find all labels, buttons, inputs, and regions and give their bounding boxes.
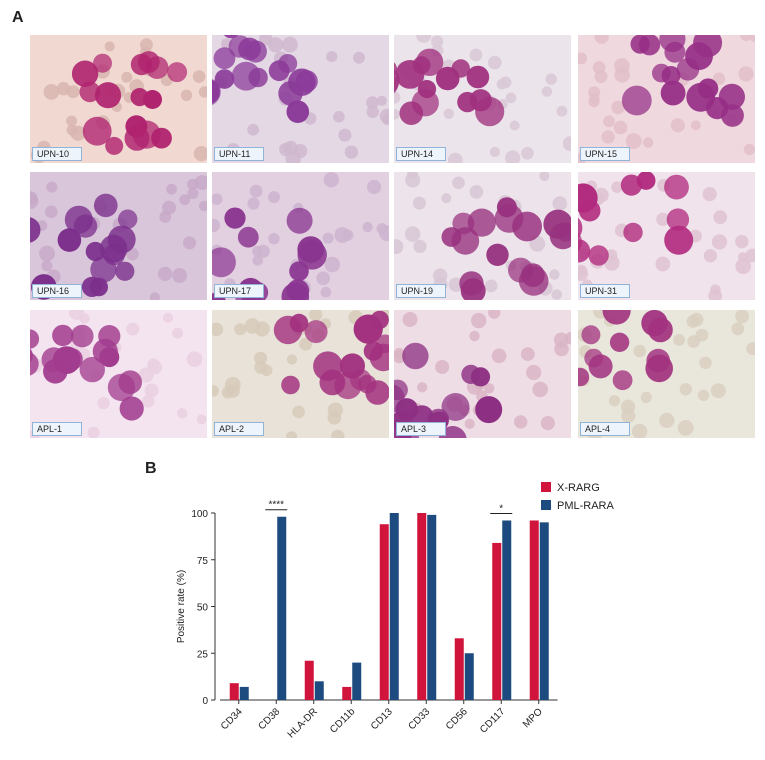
bar <box>314 681 324 700</box>
bar <box>342 686 352 700</box>
micrograph-image <box>30 172 207 300</box>
x-tick-label: CD33 <box>407 706 433 732</box>
micrograph-tile: APL-2 <box>212 310 389 438</box>
micrograph-label: UPN-14 <box>396 147 446 161</box>
micrograph-tile: UPN-16 <box>30 172 207 300</box>
micrograph-image <box>578 35 755 163</box>
y-tick-label: 100 <box>191 509 208 520</box>
x-tick-label: CD56 <box>444 706 470 732</box>
y-tick-label: 0 <box>202 696 208 707</box>
micrograph-label: APL-1 <box>32 422 82 436</box>
micrograph-tile: UPN-11 <box>212 35 389 163</box>
micrograph-tile: APL-3 <box>394 310 571 438</box>
bar <box>427 514 437 700</box>
micrograph-label: UPN-19 <box>396 284 446 298</box>
x-tick-label: MPO <box>521 706 545 730</box>
micrograph-tile: UPN-31 <box>578 172 755 300</box>
micrograph-tile: UPN-10 <box>30 35 207 163</box>
y-tick-label: 25 <box>197 649 209 660</box>
micrograph-tile: APL-1 <box>30 310 207 438</box>
bar-chart: 0 25 50 75 100 Positive rate (%) CD34 CD38 HLA-D… <box>176 482 615 740</box>
legend-swatch <box>541 482 551 492</box>
x-tick-label: CD38 <box>257 706 283 732</box>
micrograph-image <box>578 172 755 300</box>
micrograph-tile: UPN-15 <box>578 35 755 163</box>
micrograph-tile: UPN-14 <box>394 35 571 163</box>
x-tick-label: HLA-DR <box>286 706 320 740</box>
micrograph-label: UPN-16 <box>32 284 82 298</box>
micrograph-image <box>212 172 389 300</box>
micrograph-image <box>578 310 755 438</box>
x-tick-label: CD11b <box>328 706 358 736</box>
bar <box>417 513 427 700</box>
y-axis-label: Positive rate (%) <box>176 570 187 643</box>
y-tick-label: 50 <box>197 603 209 614</box>
micrograph-label: UPN-15 <box>580 147 630 161</box>
micrograph-image <box>394 310 571 438</box>
micrograph-label: APL-3 <box>396 422 446 436</box>
micrograph-image <box>30 35 207 163</box>
x-tick-label: CD34 <box>219 706 245 732</box>
micrograph-image <box>394 35 571 163</box>
bar <box>389 513 399 700</box>
micrograph-image <box>212 35 389 163</box>
micrograph-tile: APL-4 <box>578 310 755 438</box>
panel-label-a: A <box>12 9 24 26</box>
x-tick-label: CD13 <box>369 706 395 732</box>
micrograph-label: UPN-11 <box>214 147 264 161</box>
micrograph-label: UPN-31 <box>580 284 630 298</box>
micrograph-image <box>394 172 571 300</box>
bar <box>464 653 474 700</box>
bar <box>379 524 389 700</box>
bar <box>539 522 549 700</box>
bar <box>229 683 239 700</box>
legend-label: X-RARG <box>557 482 600 494</box>
bar <box>304 660 314 700</box>
bar <box>502 520 512 700</box>
y-tick-label: 75 <box>197 556 209 567</box>
micrograph-tile: UPN-19 <box>394 172 571 300</box>
x-tick-label: CD117 <box>478 706 508 736</box>
significance-label: * <box>499 503 503 514</box>
micrograph-label: UPN-10 <box>32 147 82 161</box>
micrograph-label: APL-4 <box>580 422 630 436</box>
legend-label: PML-RARA <box>557 500 615 512</box>
panel-label-b: B <box>145 460 157 477</box>
significance-label: **** <box>268 500 284 511</box>
micrograph-tile: UPN-17 <box>212 172 389 300</box>
legend-swatch <box>541 500 551 510</box>
bar <box>454 638 464 700</box>
micrograph-image <box>30 310 207 438</box>
bar <box>239 686 249 700</box>
bar <box>277 516 287 700</box>
micrograph-label: UPN-17 <box>214 284 264 298</box>
micrograph-image <box>212 310 389 438</box>
bar <box>492 542 502 700</box>
bar <box>529 520 539 700</box>
bar <box>352 662 362 700</box>
micrograph-label: APL-2 <box>214 422 264 436</box>
